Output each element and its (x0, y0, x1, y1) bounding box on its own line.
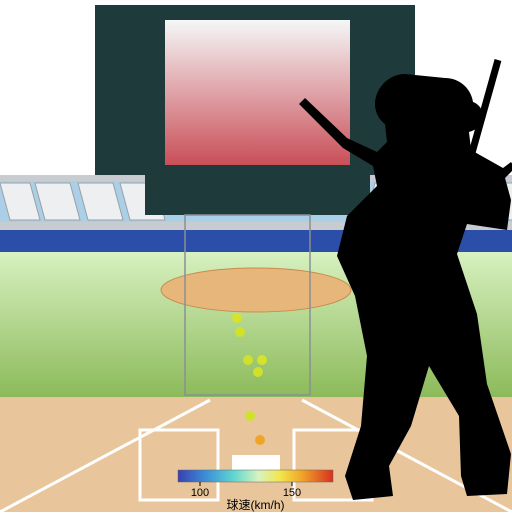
pitch-dot (257, 355, 267, 365)
pitch-dot (255, 435, 265, 445)
pitch-dot (235, 327, 245, 337)
scoreboard-base (145, 175, 370, 215)
legend-tick-label: 150 (283, 487, 301, 499)
speed-legend-bar (178, 470, 333, 482)
pitch-dot (253, 367, 263, 377)
scene-svg: 100 150球速(km/h) (0, 0, 512, 512)
pitch-dot (245, 411, 255, 421)
infield-dirt-arc (161, 268, 351, 312)
scoreboard-screen (165, 20, 350, 165)
pitch-dot (243, 355, 253, 365)
pitch-dot (232, 313, 242, 323)
legend-tick-label: 100 (191, 487, 209, 499)
legend-label: 球速(km/h) (227, 498, 285, 512)
pitch-location-chart: 100 150球速(km/h) (0, 0, 512, 512)
home-dirt (0, 397, 512, 512)
